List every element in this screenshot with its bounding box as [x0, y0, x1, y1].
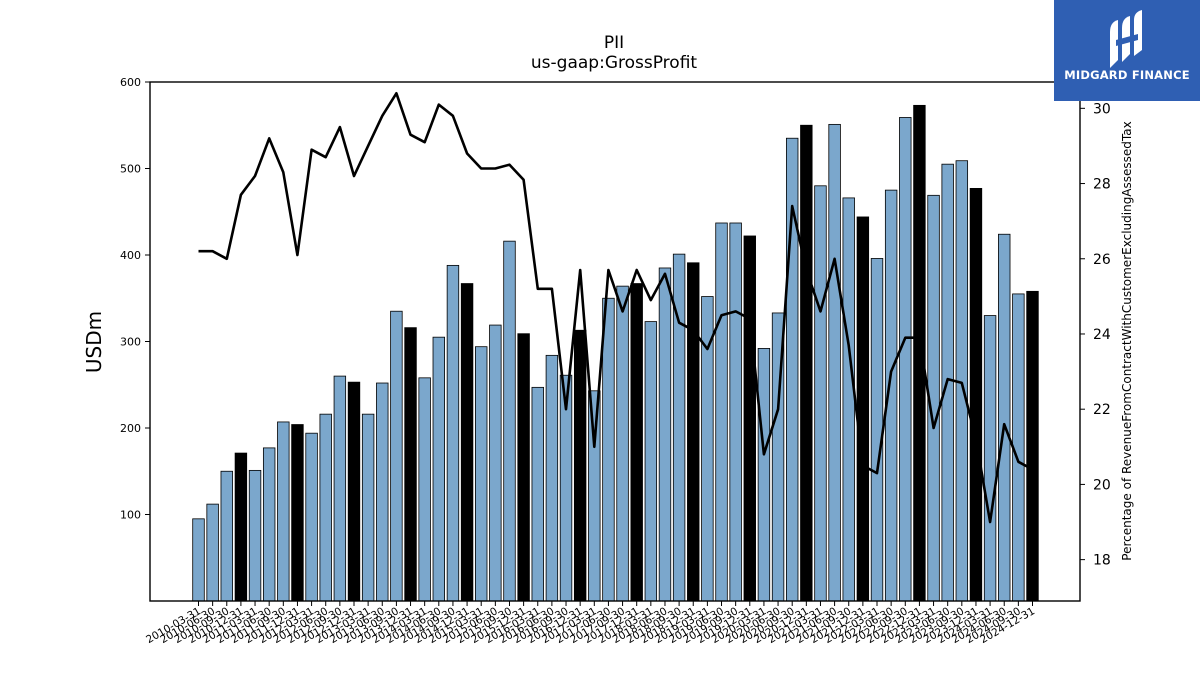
- bar-2015-06-30: [489, 324, 502, 602]
- bar-2020-03-31: [757, 348, 771, 602]
- chart-title: PII: [604, 33, 624, 53]
- chart-subtitle: us-gaap:GrossProfit: [531, 53, 697, 73]
- bar-2015-03-31: [475, 346, 488, 602]
- bar-series: [192, 104, 1039, 602]
- bar-2017-12-31: [630, 283, 643, 602]
- bar-2013-03-31: [361, 413, 375, 602]
- bar-2014-12-31: [460, 283, 474, 602]
- percentage-line: [198, 92, 1034, 524]
- bar-2011-06-30: [262, 447, 276, 602]
- axes: 100200300400500600182022242628302010-03-…: [120, 76, 1111, 646]
- logo-text: MIDGARD FINANCE: [1064, 68, 1190, 82]
- bar-2021-09-30: [842, 197, 855, 602]
- bar-2019-12-31: [743, 235, 756, 602]
- bar-2024-12-31: [1026, 290, 1039, 602]
- bar-2012-09-30: [333, 375, 347, 602]
- bar-2016-03-31: [531, 386, 544, 602]
- y2-tick-label: 18: [1093, 553, 1111, 569]
- bar-2017-09-30: [616, 285, 629, 602]
- bar-2012-03-31: [305, 432, 318, 602]
- bar-2021-03-31: [814, 185, 827, 602]
- bar-2012-06-30: [319, 413, 332, 602]
- y2-tick-label: 24: [1093, 327, 1111, 343]
- brand-logo: MIDGARD FINANCE: [1054, 0, 1200, 101]
- y2-axis-label: Percentage of RevenueFromContractWithCus…: [1120, 121, 1134, 560]
- bar-2018-03-31: [644, 321, 658, 602]
- bar-2013-06-30: [376, 382, 389, 602]
- logo-mark-icon: [1110, 10, 1142, 68]
- bar-2010-09-30: [220, 470, 233, 602]
- bar-2013-12-31: [404, 327, 417, 602]
- y-tick-label: 300: [120, 336, 141, 349]
- y-tick-label: 200: [120, 422, 141, 435]
- bar-2011-09-30: [277, 421, 290, 602]
- bar-2024-06-30: [998, 233, 1011, 602]
- bar-2022-09-30: [899, 117, 912, 602]
- bar-2021-12-31: [856, 216, 870, 602]
- y2-tick-label: 30: [1093, 101, 1111, 117]
- y-axis-label: USDm: [82, 311, 106, 373]
- bar-2013-09-30: [390, 310, 403, 602]
- bar-2021-06-30: [828, 123, 841, 602]
- bar-2012-12-31: [347, 381, 361, 602]
- bar-2018-06-30: [658, 267, 672, 602]
- bar-2019-09-30: [729, 222, 742, 602]
- bar-2020-12-31: [800, 124, 813, 602]
- bar-2011-12-31: [291, 424, 304, 602]
- line-series: [198, 92, 1034, 524]
- bar-2011-03-31: [248, 469, 262, 602]
- bar-2014-09-30: [446, 264, 460, 602]
- bar-2023-12-31: [969, 187, 983, 602]
- bar-2014-06-30: [432, 336, 446, 602]
- y-tick-label: 400: [120, 249, 141, 262]
- bar-2015-09-30: [503, 240, 516, 602]
- bar-2024-03-31: [983, 315, 997, 602]
- bar-2018-12-31: [687, 262, 700, 602]
- bar-2017-03-31: [588, 390, 601, 602]
- bar-2016-12-31: [573, 329, 587, 602]
- bar-2017-06-30: [602, 297, 615, 602]
- bar-2010-06-30: [206, 503, 219, 602]
- y-tick-label: 600: [120, 76, 141, 89]
- y2-tick-label: 22: [1093, 402, 1111, 418]
- y2-tick-label: 28: [1093, 177, 1111, 193]
- y-tick-label: 100: [120, 509, 141, 522]
- bar-2022-12-31: [913, 104, 926, 602]
- bar-2015-12-31: [517, 333, 530, 602]
- bar-2022-03-31: [870, 258, 884, 602]
- bar-2014-03-31: [418, 377, 431, 602]
- bar-2019-06-30: [715, 222, 728, 602]
- bar-2016-06-30: [545, 354, 559, 602]
- bar-2010-12-31: [234, 452, 248, 602]
- y2-tick-label: 26: [1093, 252, 1111, 268]
- y2-tick-label: 20: [1093, 477, 1111, 493]
- y-tick-label: 500: [120, 163, 141, 176]
- bar-2010-03-31: [192, 518, 205, 602]
